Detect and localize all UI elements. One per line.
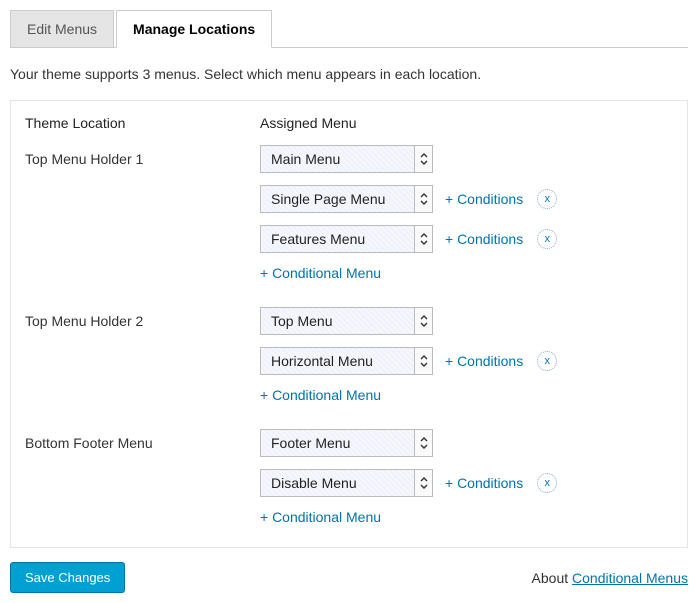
menu-select-value: Footer Menu <box>261 435 414 451</box>
select-arrows-icon <box>414 146 432 172</box>
add-conditional-menu-link[interactable]: + Conditional Menu <box>260 387 381 403</box>
conditional-menu-row: Horizontal Menu + Conditions x <box>260 347 673 375</box>
locations-panel: Theme Location Assigned Menu Top Menu Ho… <box>10 100 688 548</box>
add-conditional-menu-link[interactable]: + Conditional Menu <box>260 509 381 525</box>
select-arrows-icon <box>414 308 432 334</box>
menu-select-cond-1-0[interactable]: Horizontal Menu <box>260 347 433 375</box>
header-assigned-menu: Assigned Menu <box>260 115 673 131</box>
select-arrows-icon <box>414 430 432 456</box>
location-label: Top Menu Holder 1 <box>25 145 260 167</box>
about-text: About Conditional Menus <box>532 570 688 586</box>
select-arrows-icon <box>414 226 432 252</box>
primary-menu-row: Footer Menu <box>260 429 673 457</box>
menu-select-value: Single Page Menu <box>261 191 414 207</box>
menu-select-primary-1[interactable]: Top Menu <box>260 307 433 335</box>
location-label: Bottom Footer Menu <box>25 429 260 451</box>
add-conditions-link[interactable]: + Conditions <box>445 475 523 491</box>
remove-conditional-button[interactable]: x <box>537 229 557 249</box>
select-arrows-icon <box>414 470 432 496</box>
menu-select-value: Top Menu <box>261 313 414 329</box>
menu-select-primary-2[interactable]: Footer Menu <box>260 429 433 457</box>
conditional-menu-row: Single Page Menu + Conditions x <box>260 185 673 213</box>
footer-bar: Save Changes About Conditional Menus <box>10 562 688 593</box>
select-arrows-icon <box>414 348 432 374</box>
location-label: Top Menu Holder 2 <box>25 307 260 329</box>
remove-conditional-button[interactable]: x <box>537 189 557 209</box>
menu-select-cond-2-0[interactable]: Disable Menu <box>260 469 433 497</box>
menu-select-cond-0-1[interactable]: Features Menu <box>260 225 433 253</box>
remove-conditional-button[interactable]: x <box>537 473 557 493</box>
about-conditional-menus-link[interactable]: Conditional Menus <box>572 570 688 586</box>
location-block: Top Menu Holder 1Main Menu Single Page Me… <box>11 141 687 303</box>
primary-menu-row: Top Menu <box>260 307 673 335</box>
add-conditions-link[interactable]: + Conditions <box>445 353 523 369</box>
menu-select-value: Features Menu <box>261 231 414 247</box>
tabs-bar: Edit Menus Manage Locations <box>10 10 688 48</box>
table-headers: Theme Location Assigned Menu <box>11 101 687 141</box>
add-conditions-link[interactable]: + Conditions <box>445 231 523 247</box>
menu-select-value: Disable Menu <box>261 475 414 491</box>
save-changes-button[interactable]: Save Changes <box>10 562 125 593</box>
menu-select-cond-0-0[interactable]: Single Page Menu <box>260 185 433 213</box>
about-prefix: About <box>532 570 572 586</box>
add-conditions-link[interactable]: + Conditions <box>445 191 523 207</box>
menus-column: Main MenuSingle Page Menu+ ConditionsxFe… <box>260 145 673 295</box>
tab-edit-menus[interactable]: Edit Menus <box>10 10 114 47</box>
remove-conditional-button[interactable]: x <box>537 351 557 371</box>
tab-manage-locations[interactable]: Manage Locations <box>116 10 272 48</box>
primary-menu-row: Main Menu <box>260 145 673 173</box>
menu-select-value: Horizontal Menu <box>261 353 414 369</box>
theme-support-description: Your theme supports 3 menus. Select whic… <box>10 66 688 82</box>
select-arrows-icon <box>414 186 432 212</box>
menu-select-primary-0[interactable]: Main Menu <box>260 145 433 173</box>
location-block: Bottom Footer MenuFooter Menu Disable Men… <box>11 425 687 547</box>
menu-select-value: Main Menu <box>261 151 414 167</box>
header-theme-location: Theme Location <box>25 115 260 131</box>
conditional-menu-row: Features Menu + Conditions x <box>260 225 673 253</box>
location-block: Top Menu Holder 2Top Menu Horizontal Menu… <box>11 303 687 425</box>
conditional-menu-row: Disable Menu + Conditions x <box>260 469 673 497</box>
add-conditional-menu-link[interactable]: + Conditional Menu <box>260 265 381 281</box>
menus-column: Footer Menu Disable Menu + Conditions x + Co… <box>260 429 673 539</box>
menus-column: Top Menu Horizontal Menu + Conditions x + Co… <box>260 307 673 417</box>
